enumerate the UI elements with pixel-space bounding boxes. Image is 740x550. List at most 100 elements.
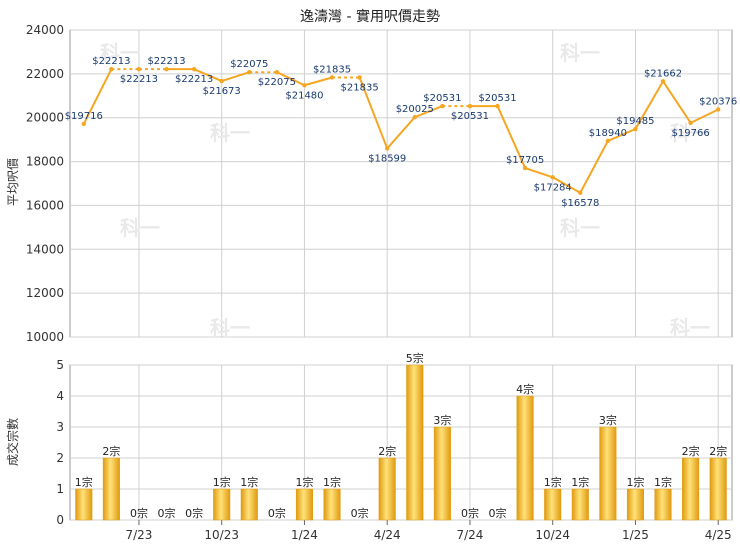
price-data-label: $20531	[478, 93, 516, 104]
price-point	[274, 70, 280, 75]
price-line-segment	[386, 116, 416, 150]
price-y-tick-label: 10000	[26, 330, 64, 344]
price-data-label: $21480	[285, 90, 323, 101]
x-tick-label: 10/24	[535, 528, 570, 542]
price-line-segment	[579, 140, 609, 194]
volume-y-tick-label: 4	[56, 389, 64, 403]
price-point	[550, 175, 555, 180]
volume-bar-label: 0宗	[351, 506, 369, 520]
volume-bar-label: 3宗	[599, 413, 617, 427]
price-data-label: $21662	[644, 68, 682, 79]
volume-bar-label: 0宗	[158, 506, 176, 520]
price-line-segment	[82, 68, 113, 125]
price-point	[191, 66, 197, 72]
volume-bar-label: 0宗	[268, 506, 286, 520]
price-y-tick-label: 12000	[26, 286, 64, 300]
price-point	[522, 165, 528, 171]
price-data-label: $22075	[258, 77, 296, 88]
price-data-label: $21835	[341, 82, 379, 93]
price-line-segment	[304, 76, 333, 87]
price-data-label: $17284	[534, 182, 572, 193]
price-plot: 10000 12000 14000 16000 18000 20000 22000 24000…	[26, 23, 737, 510]
volume-bar-label: 1宗	[544, 475, 562, 489]
volume-bar	[102, 457, 120, 521]
price-line-segment	[634, 80, 664, 130]
price-point	[302, 83, 307, 88]
price-data-label: $21673	[203, 86, 241, 97]
price-data-label: $20025	[396, 104, 434, 115]
price-point	[329, 75, 335, 80]
price-point	[467, 103, 473, 109]
price-y-tick-label: 14000	[26, 242, 64, 256]
volume-bar-label: 0宗	[461, 506, 479, 520]
price-point	[247, 70, 252, 75]
price-point	[219, 78, 224, 84]
price-line-segment	[552, 176, 581, 194]
watermark-text: 科一	[120, 216, 160, 240]
volume-bar-label: 1宗	[213, 475, 231, 489]
volume-bar	[378, 457, 396, 521]
price-data-label: $19485	[616, 116, 654, 127]
volume-bar-label: 2宗	[682, 444, 700, 458]
price-line-segment	[276, 71, 305, 87]
price-point	[164, 66, 169, 72]
x-tick-label: 10/23	[204, 528, 239, 542]
price-line-segment	[662, 80, 692, 124]
price-point	[578, 190, 583, 195]
volume-bar	[654, 488, 672, 521]
price-line-segment	[221, 71, 250, 82]
price-point	[688, 120, 693, 126]
price-data-label: $22213	[147, 56, 185, 67]
price-data-label: $18599	[368, 153, 406, 164]
price-data-label: $22213	[120, 74, 158, 85]
x-tick-label: 7/23	[125, 528, 152, 542]
volume-bar-label: 2宗	[378, 444, 396, 458]
volume-y-axis-label: 成交宗數	[5, 418, 20, 466]
watermark-text: 科一	[670, 121, 710, 145]
volume-bar	[682, 457, 700, 521]
volume-bar	[406, 364, 424, 521]
volume-y-tick-label: 0	[56, 513, 64, 527]
price-point	[412, 114, 417, 120]
price-data-label: $22213	[92, 56, 130, 67]
volume-bar-label: 2宗	[102, 444, 120, 458]
volume-bar-label: 1宗	[240, 475, 258, 489]
price-point	[495, 103, 500, 109]
volume-bar-label: 1宗	[654, 475, 672, 489]
volume-plot-frame	[69, 364, 733, 521]
price-data-label: $20531	[451, 111, 489, 122]
price-point	[716, 107, 721, 112]
price-line-segment	[358, 77, 389, 149]
price-point	[109, 66, 114, 72]
price-point	[81, 121, 86, 127]
x-tick-label: 4/25	[705, 528, 732, 542]
price-plot-frame	[69, 29, 733, 338]
watermark-text: 科一	[560, 216, 600, 240]
volume-bar	[295, 488, 313, 521]
watermark-text: 科一	[210, 316, 250, 340]
price-data-label: $18940	[589, 128, 627, 139]
price-point	[660, 79, 666, 84]
volume-bar	[544, 488, 562, 521]
volume-bar-label: 4宗	[516, 382, 534, 396]
price-y-tick-label: 16000	[26, 198, 64, 212]
price-data-label: $22075	[230, 59, 268, 70]
price-y-tick-label: 24000	[26, 23, 64, 37]
watermark-text: 科一	[560, 41, 600, 65]
price-point	[605, 138, 611, 144]
volume-bar	[571, 488, 589, 521]
price-point	[136, 66, 142, 72]
watermark-text: 科一	[210, 121, 250, 145]
price-line-segment	[524, 167, 554, 179]
volume-bar	[323, 488, 341, 521]
volume-bar	[626, 488, 644, 521]
x-tick-label: 1/25	[622, 528, 649, 542]
volume-bar-label: 0宗	[185, 506, 203, 520]
volume-y-tick-label: 5	[56, 358, 64, 372]
volume-bar	[709, 457, 727, 521]
price-line-segment	[496, 105, 527, 169]
price-line-segment	[607, 128, 636, 142]
price-data-label: $20376	[699, 96, 737, 107]
